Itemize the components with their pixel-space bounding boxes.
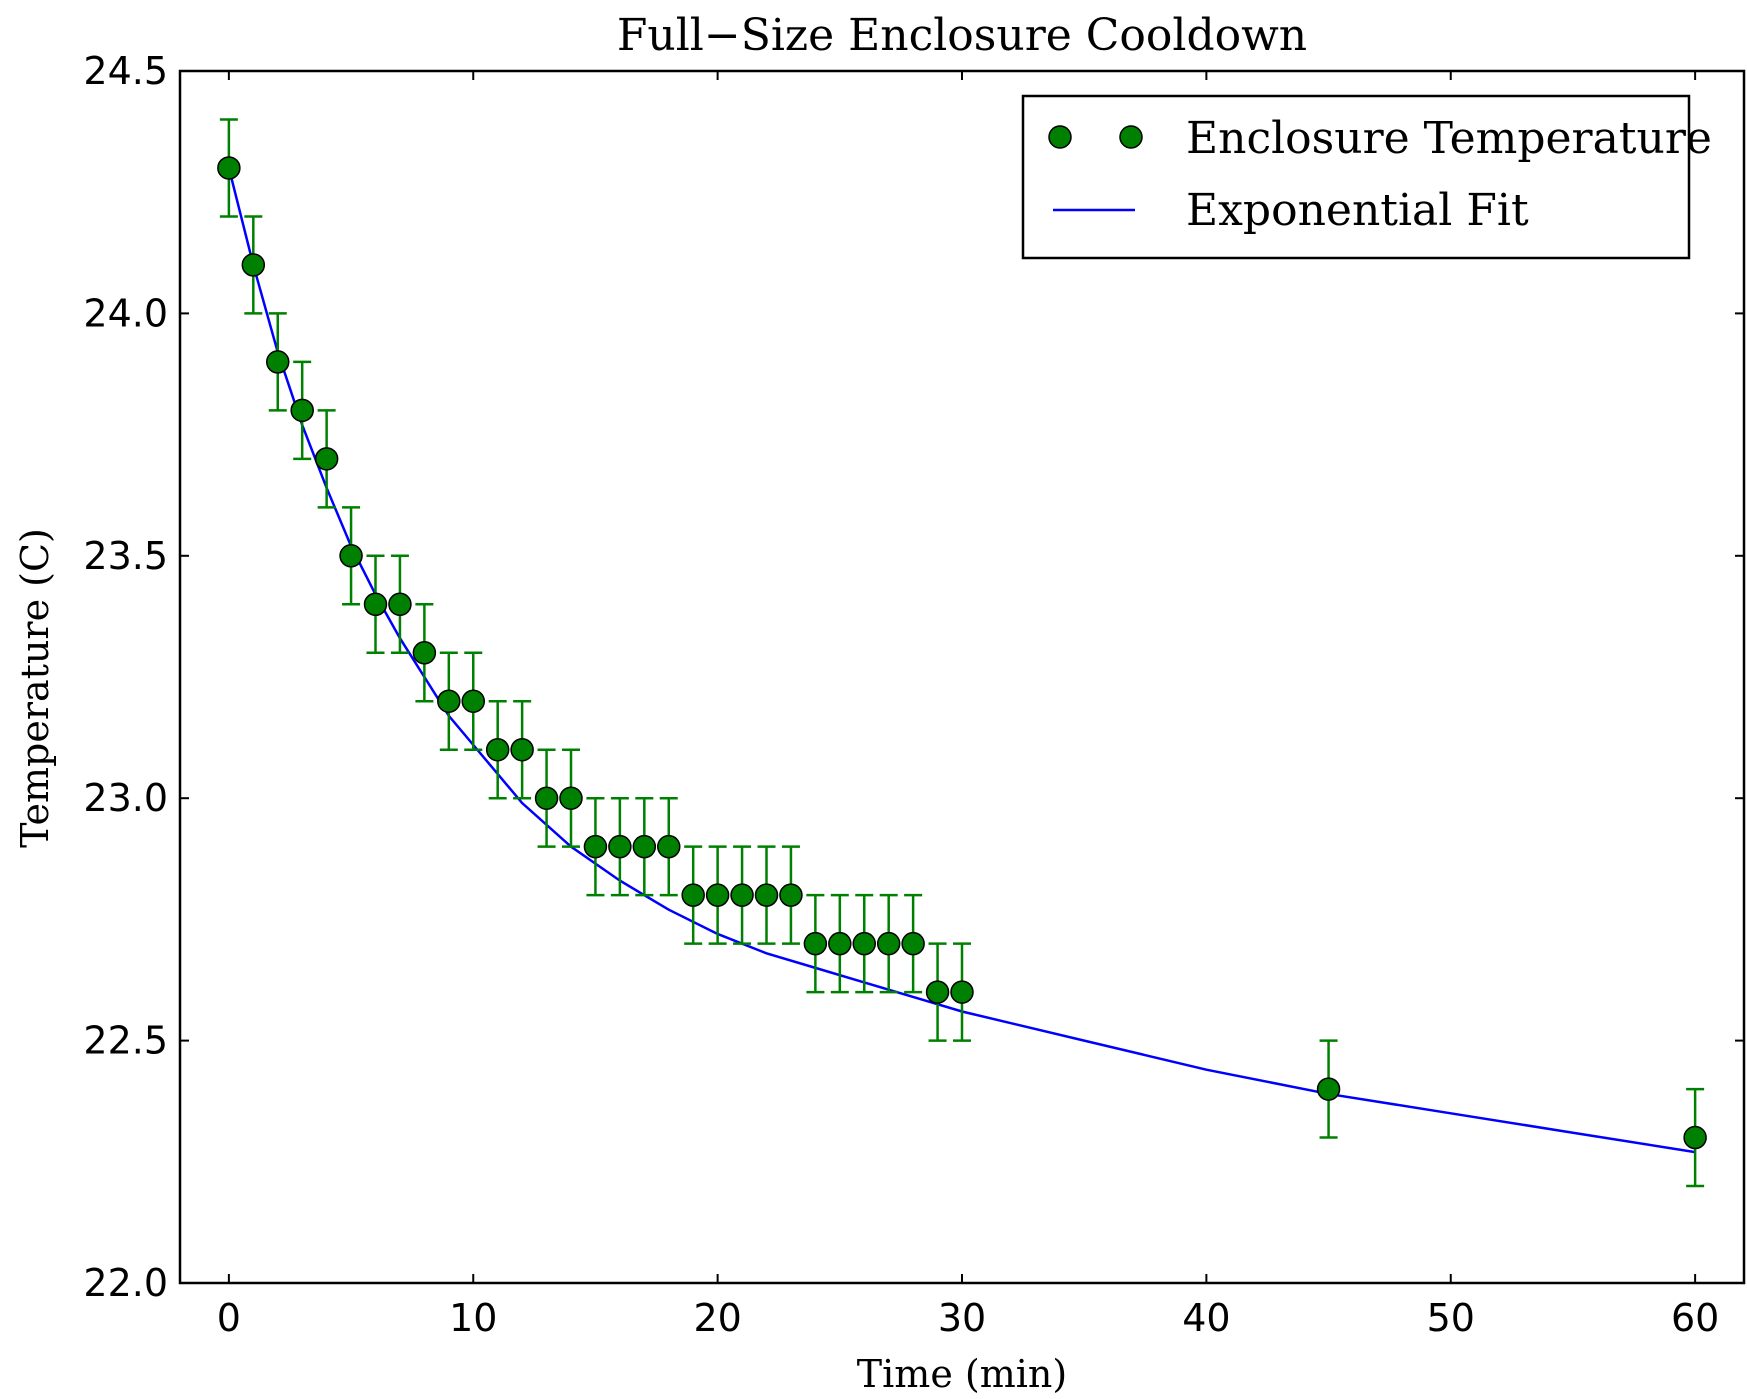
data-point [437, 689, 461, 713]
x-tick-label: 20 [693, 1296, 741, 1340]
data-point [388, 592, 412, 617]
data-point [314, 447, 339, 471]
data-point [461, 689, 485, 713]
data-point [412, 641, 437, 665]
data-point [632, 834, 657, 859]
y-tick-label: 22.0 [83, 1261, 168, 1305]
data-point [1683, 1125, 1707, 1150]
point-layer [217, 156, 1707, 1150]
data-point [754, 883, 779, 907]
y-axis-label: Temperature (C) [13, 528, 57, 848]
x-tick-label: 60 [1671, 1296, 1719, 1340]
tick-layer: 0 10 20 30 40 50 60 22.0 22.5 23.0 23.5 24.0 24.5 [83, 49, 1744, 1340]
data-point [852, 931, 876, 956]
errorbar-layer [219, 118, 1705, 1188]
data-point [779, 883, 803, 907]
legend: Enclosure Temperature Exponential Fit [1021, 94, 1712, 260]
data-point [1316, 1077, 1341, 1101]
chart-title: Full−Size Enclosure Cooldown [617, 10, 1307, 61]
data-point [828, 931, 852, 956]
data-point [559, 786, 583, 810]
data-point [217, 156, 241, 180]
data-point [510, 737, 534, 762]
x-tick-label: 10 [449, 1296, 497, 1340]
data-point [803, 931, 828, 956]
data-point [534, 786, 559, 810]
x-tick-label: 40 [1182, 1296, 1230, 1340]
legend-label-fit: Exponential Fit [1186, 185, 1529, 236]
legend-marker-temperature-right [1119, 125, 1143, 149]
data-point [241, 253, 266, 277]
legend-label-temperature: Enclosure Temperature [1186, 113, 1712, 164]
data-point [925, 980, 950, 1004]
data-point [705, 883, 730, 907]
data-point [363, 592, 388, 617]
data-point [608, 834, 632, 859]
data-point [266, 350, 290, 374]
data-point [485, 737, 510, 762]
x-axis-label: Time (min) [857, 1352, 1067, 1396]
y-tick-label: 23.5 [83, 534, 168, 578]
y-tick-label: 24.5 [83, 49, 168, 93]
plot-area [217, 118, 1707, 1188]
data-point [901, 931, 925, 956]
legend-marker-temperature-left [1048, 125, 1072, 149]
data-point [681, 883, 705, 907]
x-tick-label: 0 [217, 1296, 241, 1340]
data-point [290, 398, 314, 423]
data-point [583, 834, 608, 859]
x-tick-label: 30 [938, 1296, 986, 1340]
data-point [657, 834, 681, 859]
x-tick-label: 50 [1427, 1296, 1475, 1340]
legend-box [1021, 94, 1691, 260]
y-tick-label: 22.5 [83, 1019, 168, 1063]
data-point [730, 883, 754, 907]
data-point [876, 931, 901, 956]
data-point [950, 980, 974, 1004]
y-tick-label: 23.0 [83, 776, 168, 820]
data-point [339, 544, 363, 568]
y-tick-label: 24.0 [83, 291, 168, 335]
